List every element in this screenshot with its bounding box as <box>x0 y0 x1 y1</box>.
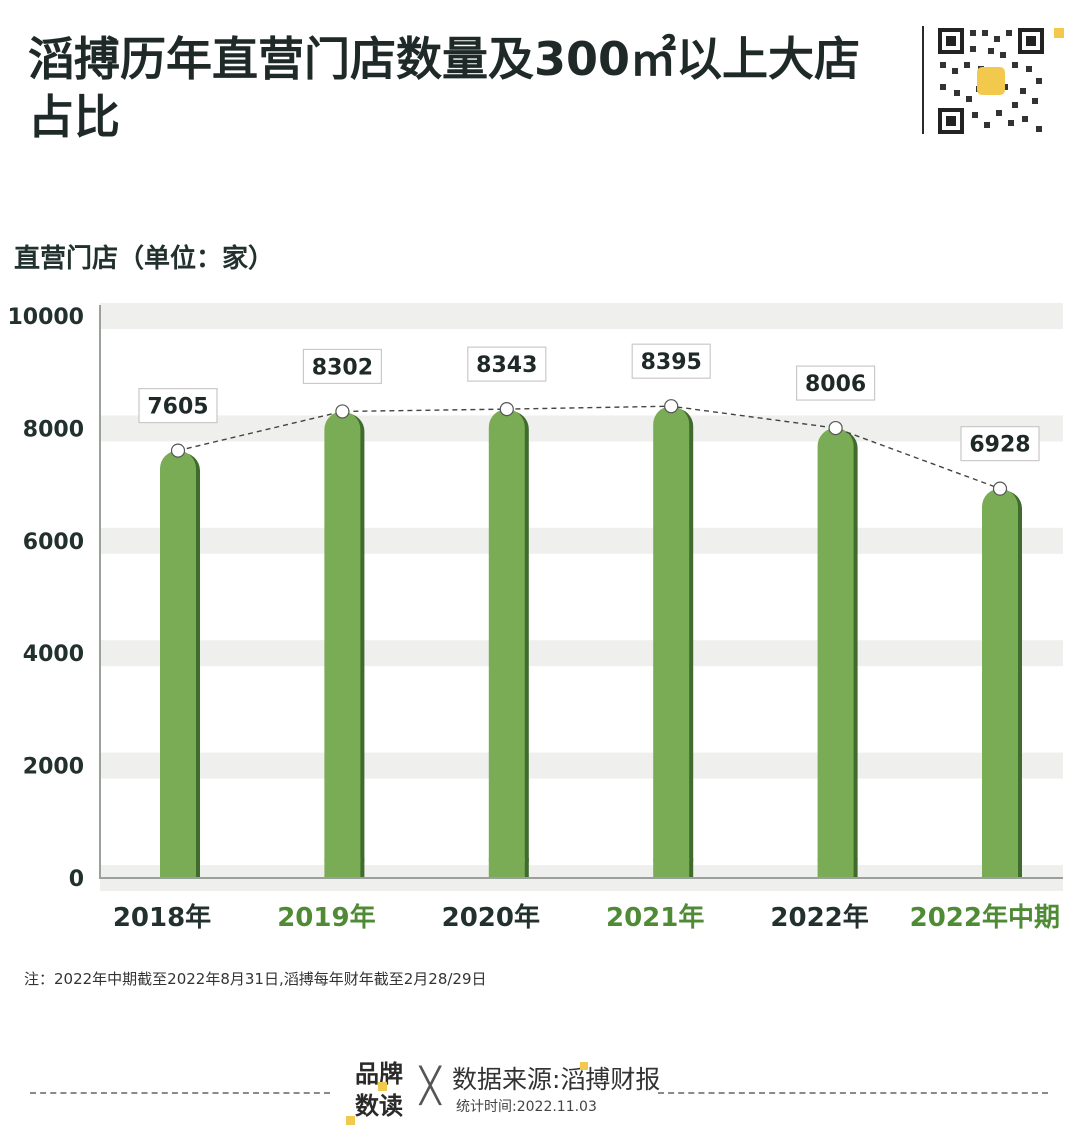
bar <box>324 411 361 878</box>
footer-divider-right <box>658 1092 1048 1094</box>
brand-accent-dot <box>346 1116 355 1125</box>
value-label: 7605 <box>147 395 208 420</box>
bar-base <box>160 858 196 878</box>
trend-line <box>177 405 1001 490</box>
x-category-label: 2021年 <box>606 902 704 933</box>
bar-base <box>817 858 854 878</box>
value-label-box <box>960 426 1040 462</box>
source-accent-dot <box>580 1062 588 1070</box>
bar <box>488 409 525 878</box>
bar-base <box>488 858 525 878</box>
y-tick-label: 8000 <box>23 417 84 442</box>
x-axis-line <box>99 877 1063 879</box>
value-label-box <box>795 365 876 401</box>
x-category-label: 2020年 <box>442 902 540 933</box>
bar-base <box>653 858 690 878</box>
page-title: 滔搏历年直营门店数量及300㎡以上大店占比 <box>28 32 861 144</box>
bar-chart: 0 2000 4000 6000 8000 10000 7605 8302 8343 8395 80… <box>7 303 1063 933</box>
y-tick-label: 6000 <box>23 530 84 555</box>
grid-band <box>100 752 1063 779</box>
bar-base <box>324 858 361 878</box>
corner-accent <box>1054 28 1064 38</box>
grid-band <box>100 527 1063 554</box>
x-category-label: 2018年 <box>113 902 211 933</box>
bar <box>653 406 690 878</box>
value-label: 8395 <box>641 350 702 375</box>
y-axis-line <box>99 305 101 878</box>
footnote: 注：2022年中期截至2022年8月31日,滔搏每年财年截至2月28/29日 <box>24 970 487 988</box>
qr-code-icon <box>936 26 1046 136</box>
data-point <box>170 443 186 458</box>
bar-base <box>982 858 1018 878</box>
data-source: 数据来源:滔搏财报 <box>452 1065 661 1094</box>
data-point <box>664 399 679 414</box>
data-point <box>499 402 514 417</box>
value-label: 6928 <box>969 433 1030 458</box>
footer-divider-left <box>30 1092 330 1094</box>
qr-divider <box>922 26 924 134</box>
x-category-label: 2022年 <box>770 902 868 933</box>
value-label-box <box>631 343 711 379</box>
data-point <box>828 420 843 436</box>
y-axis-label: 直营门店（单位：家） <box>14 244 275 274</box>
brand-accent-dot <box>378 1082 387 1091</box>
x-category-label: 2022年中期 <box>910 902 1060 933</box>
bar <box>160 450 196 878</box>
y-tick-label: 10000 <box>7 305 84 330</box>
value-label: 8006 <box>805 372 866 397</box>
value-label: 8343 <box>476 353 537 378</box>
x-category-label: 2019年 <box>277 902 375 933</box>
value-label-box <box>138 387 218 424</box>
value-label-box <box>302 348 382 385</box>
y-tick-label: 0 <box>69 867 84 892</box>
data-point <box>335 404 350 419</box>
grid-band <box>100 415 1063 442</box>
y-tick-label: 4000 <box>23 642 84 667</box>
brand-line-2: 数读 <box>355 1092 403 1120</box>
cross-icon: ╳ <box>420 1066 441 1106</box>
bar <box>982 488 1018 878</box>
grid-band <box>100 640 1063 667</box>
y-tick-label: 2000 <box>23 755 84 780</box>
stat-time: 统计时间:2022.11.03 <box>456 1099 597 1115</box>
value-label: 8302 <box>312 355 373 380</box>
data-point <box>992 481 1008 496</box>
value-label-box <box>467 346 547 382</box>
grid-band <box>100 303 1063 329</box>
bar <box>817 428 854 878</box>
